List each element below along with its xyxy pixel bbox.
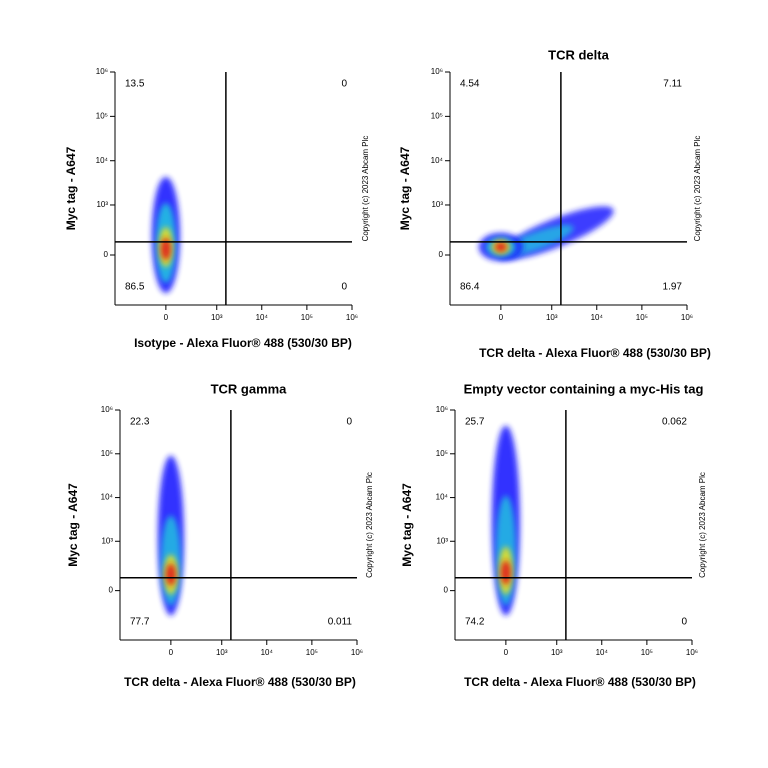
x-tick-label: 10⁴ xyxy=(256,313,269,322)
y-axis-label: Myc tag - A647 xyxy=(66,483,80,567)
chart-title: TCR delta xyxy=(548,47,609,62)
x-tick-label: 10³ xyxy=(546,313,558,322)
panel: Empty vector containing a myc-His tag TCR… xyxy=(400,381,707,689)
watermark: Copyright (c) 2023 Abcam Plc xyxy=(693,136,702,242)
y-tick-label: 10⁴ xyxy=(431,156,444,165)
quadrant-value: 77.7 xyxy=(130,617,150,628)
panel: TCR delta TCR delta - Alexa Fluor® 488 (5… xyxy=(398,47,711,360)
quadrant-value: 86.4 xyxy=(460,282,480,293)
x-tick-label: 10⁵ xyxy=(636,313,648,322)
y-tick-label: 10⁶ xyxy=(96,67,108,76)
y-tick-label: 10⁴ xyxy=(436,493,449,502)
y-tick-label: 10⁴ xyxy=(96,156,109,165)
x-tick-label: 10⁵ xyxy=(641,648,653,657)
x-tick-label: 0 xyxy=(164,313,169,322)
x-tick-label: 10⁶ xyxy=(346,313,358,322)
quadrant-value: 13.5 xyxy=(125,79,145,90)
y-tick-label: 10⁶ xyxy=(101,405,113,414)
x-axis-label: TCR delta - Alexa Fluor® 488 (530/30 BP) xyxy=(464,675,696,689)
chart-title: TCR gamma xyxy=(211,381,288,396)
x-axis-label: TCR delta - Alexa Fluor® 488 (530/30 BP) xyxy=(124,675,356,689)
quadrant-value: 22.3 xyxy=(130,417,150,428)
x-tick-label: 10⁴ xyxy=(591,313,604,322)
x-tick-label: 10⁵ xyxy=(306,648,318,657)
quadrant-value: 0 xyxy=(681,617,687,628)
x-tick-label: 10³ xyxy=(216,648,228,657)
y-axis-label: Myc tag - A647 xyxy=(64,146,78,230)
x-tick-label: 10⁴ xyxy=(261,648,274,657)
y-tick-label: 10³ xyxy=(431,200,443,209)
panel: TCR gamma TCR delta - Alexa Fluor® 488 (5… xyxy=(66,381,374,689)
quadrant-value: 0 xyxy=(341,282,347,293)
panel: Isotype - Alexa Fluor® 488 (530/30 BP) My… xyxy=(64,67,370,350)
y-tick-label: 10⁵ xyxy=(436,449,448,458)
y-tick-label: 10⁵ xyxy=(101,449,113,458)
quadrant-value: 1.97 xyxy=(663,282,683,293)
y-tick-label: 10⁴ xyxy=(101,493,114,502)
y-axis-label: Myc tag - A647 xyxy=(400,483,414,567)
watermark: Copyright (c) 2023 Abcam Plc xyxy=(365,472,374,578)
quadrant-value: 86.5 xyxy=(125,282,145,293)
y-tick-label: 0 xyxy=(439,250,444,259)
y-tick-label: 10³ xyxy=(436,536,448,545)
y-tick-label: 10⁵ xyxy=(431,111,443,120)
quadrant-value: 7.11 xyxy=(663,79,682,90)
x-tick-label: 0 xyxy=(169,648,174,657)
quadrant-value: 0.011 xyxy=(328,617,353,628)
x-tick-label: 0 xyxy=(504,648,509,657)
y-tick-label: 10⁵ xyxy=(96,111,108,120)
x-tick-label: 10⁶ xyxy=(351,648,363,657)
y-tick-label: 10³ xyxy=(96,200,108,209)
quadrant-value: 4.54 xyxy=(460,79,480,90)
x-tick-label: 10⁶ xyxy=(681,313,693,322)
x-tick-label: 10⁶ xyxy=(686,648,698,657)
event-cloud xyxy=(494,241,507,252)
x-axis-label: TCR delta - Alexa Fluor® 488 (530/30 BP) xyxy=(479,346,711,360)
quadrant-value: 0 xyxy=(346,417,352,428)
x-tick-label: 10³ xyxy=(211,313,223,322)
x-tick-label: 10³ xyxy=(551,648,563,657)
y-tick-label: 0 xyxy=(444,586,449,595)
event-cloud xyxy=(160,237,171,260)
y-tick-label: 10³ xyxy=(101,536,113,545)
x-tick-label: 10⁴ xyxy=(596,648,609,657)
y-axis-label: Myc tag - A647 xyxy=(398,146,412,230)
y-tick-label: 10⁶ xyxy=(431,67,443,76)
x-tick-label: 0 xyxy=(499,313,504,322)
quadrant-value: 0 xyxy=(341,79,347,90)
y-tick-label: 0 xyxy=(109,586,114,595)
chart-title: Empty vector containing a myc-His tag xyxy=(464,381,704,396)
y-tick-label: 10⁶ xyxy=(436,405,448,414)
y-tick-label: 0 xyxy=(104,250,109,259)
x-tick-label: 10⁵ xyxy=(301,313,313,322)
x-axis-label: Isotype - Alexa Fluor® 488 (530/30 BP) xyxy=(134,336,352,350)
event-cloud xyxy=(165,563,176,586)
quadrant-value: 25.7 xyxy=(465,417,485,428)
watermark: Copyright (c) 2023 Abcam Plc xyxy=(698,472,707,578)
quadrant-value: 0.062 xyxy=(662,417,687,428)
event-cloud xyxy=(500,560,511,585)
watermark: Copyright (c) 2023 Abcam Plc xyxy=(361,136,370,242)
quadrant-value: 74.2 xyxy=(465,617,485,628)
